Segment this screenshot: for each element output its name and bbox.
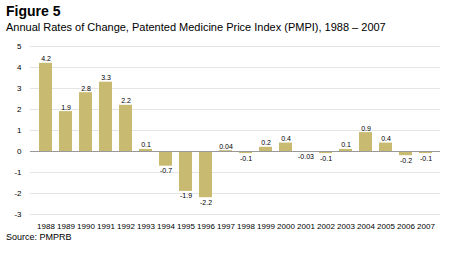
svg-text:2005: 2005 xyxy=(377,222,395,231)
svg-text:0.9: 0.9 xyxy=(361,125,371,132)
html-text:Figure 5: Figure 5 xyxy=(6,3,61,19)
svg-text:1: 1 xyxy=(17,126,22,135)
svg-text:1998: 1998 xyxy=(237,222,255,231)
html-text:Annual Rates of Change, Patent: Annual Rates of Change, Patented Medicin… xyxy=(6,21,386,33)
svg-text:0.04: 0.04 xyxy=(219,143,233,150)
svg-text:1.9: 1.9 xyxy=(61,104,71,111)
svg-text:1994: 1994 xyxy=(157,222,175,231)
svg-text:2.8: 2.8 xyxy=(81,85,91,92)
svg-text:1989: 1989 xyxy=(57,222,75,231)
svg-text:1995: 1995 xyxy=(177,222,195,231)
svg-text:2007: 2007 xyxy=(417,222,435,231)
svg-text:-3: -3 xyxy=(14,210,22,219)
svg-text:2006: 2006 xyxy=(397,222,415,231)
svg-text:4.2: 4.2 xyxy=(41,55,51,62)
svg-text:-1.9: -1.9 xyxy=(180,192,192,199)
svg-text:-0.1: -0.1 xyxy=(240,155,252,162)
svg-text:2: 2 xyxy=(17,105,22,114)
svg-text:0.4: 0.4 xyxy=(281,135,291,142)
svg-text:4: 4 xyxy=(17,63,22,72)
svg-text:-2.2: -2.2 xyxy=(200,199,212,206)
svg-text:-0.1: -0.1 xyxy=(320,155,332,162)
svg-text:0.2: 0.2 xyxy=(261,139,271,146)
svg-text:2.2: 2.2 xyxy=(121,97,131,104)
svg-text:0: 0 xyxy=(17,147,22,156)
svg-text:-2: -2 xyxy=(14,189,22,198)
svg-text:3.3: 3.3 xyxy=(101,74,111,81)
svg-text:1993: 1993 xyxy=(137,222,155,231)
svg-text:1997: 1997 xyxy=(217,222,235,231)
svg-text:2003: 2003 xyxy=(337,222,355,231)
svg-text:0.4: 0.4 xyxy=(381,135,391,142)
svg-text:2002: 2002 xyxy=(317,222,335,231)
svg-text:-1: -1 xyxy=(14,168,22,177)
svg-text:2001: 2001 xyxy=(297,222,315,231)
svg-text:1996: 1996 xyxy=(197,222,215,231)
svg-text:0.1: 0.1 xyxy=(141,141,151,148)
svg-text:-0.03: -0.03 xyxy=(298,153,314,160)
svg-text:1990: 1990 xyxy=(77,222,95,231)
svg-text:-0.2: -0.2 xyxy=(400,157,412,164)
svg-text:1999: 1999 xyxy=(257,222,275,231)
svg-text:1991: 1991 xyxy=(97,222,115,231)
svg-text:3: 3 xyxy=(17,84,22,93)
svg-text:-0.7: -0.7 xyxy=(160,167,172,174)
svg-text:5: 5 xyxy=(17,42,22,51)
svg-text:2000: 2000 xyxy=(277,222,295,231)
svg-text:0.1: 0.1 xyxy=(341,141,351,148)
svg-text:-0.1: -0.1 xyxy=(420,155,432,162)
svg-text:1988: 1988 xyxy=(37,222,55,231)
html-text:Source: PMPRB: Source: PMPRB xyxy=(6,232,72,242)
svg-text:2004: 2004 xyxy=(357,222,375,231)
svg-text:1992: 1992 xyxy=(117,222,135,231)
